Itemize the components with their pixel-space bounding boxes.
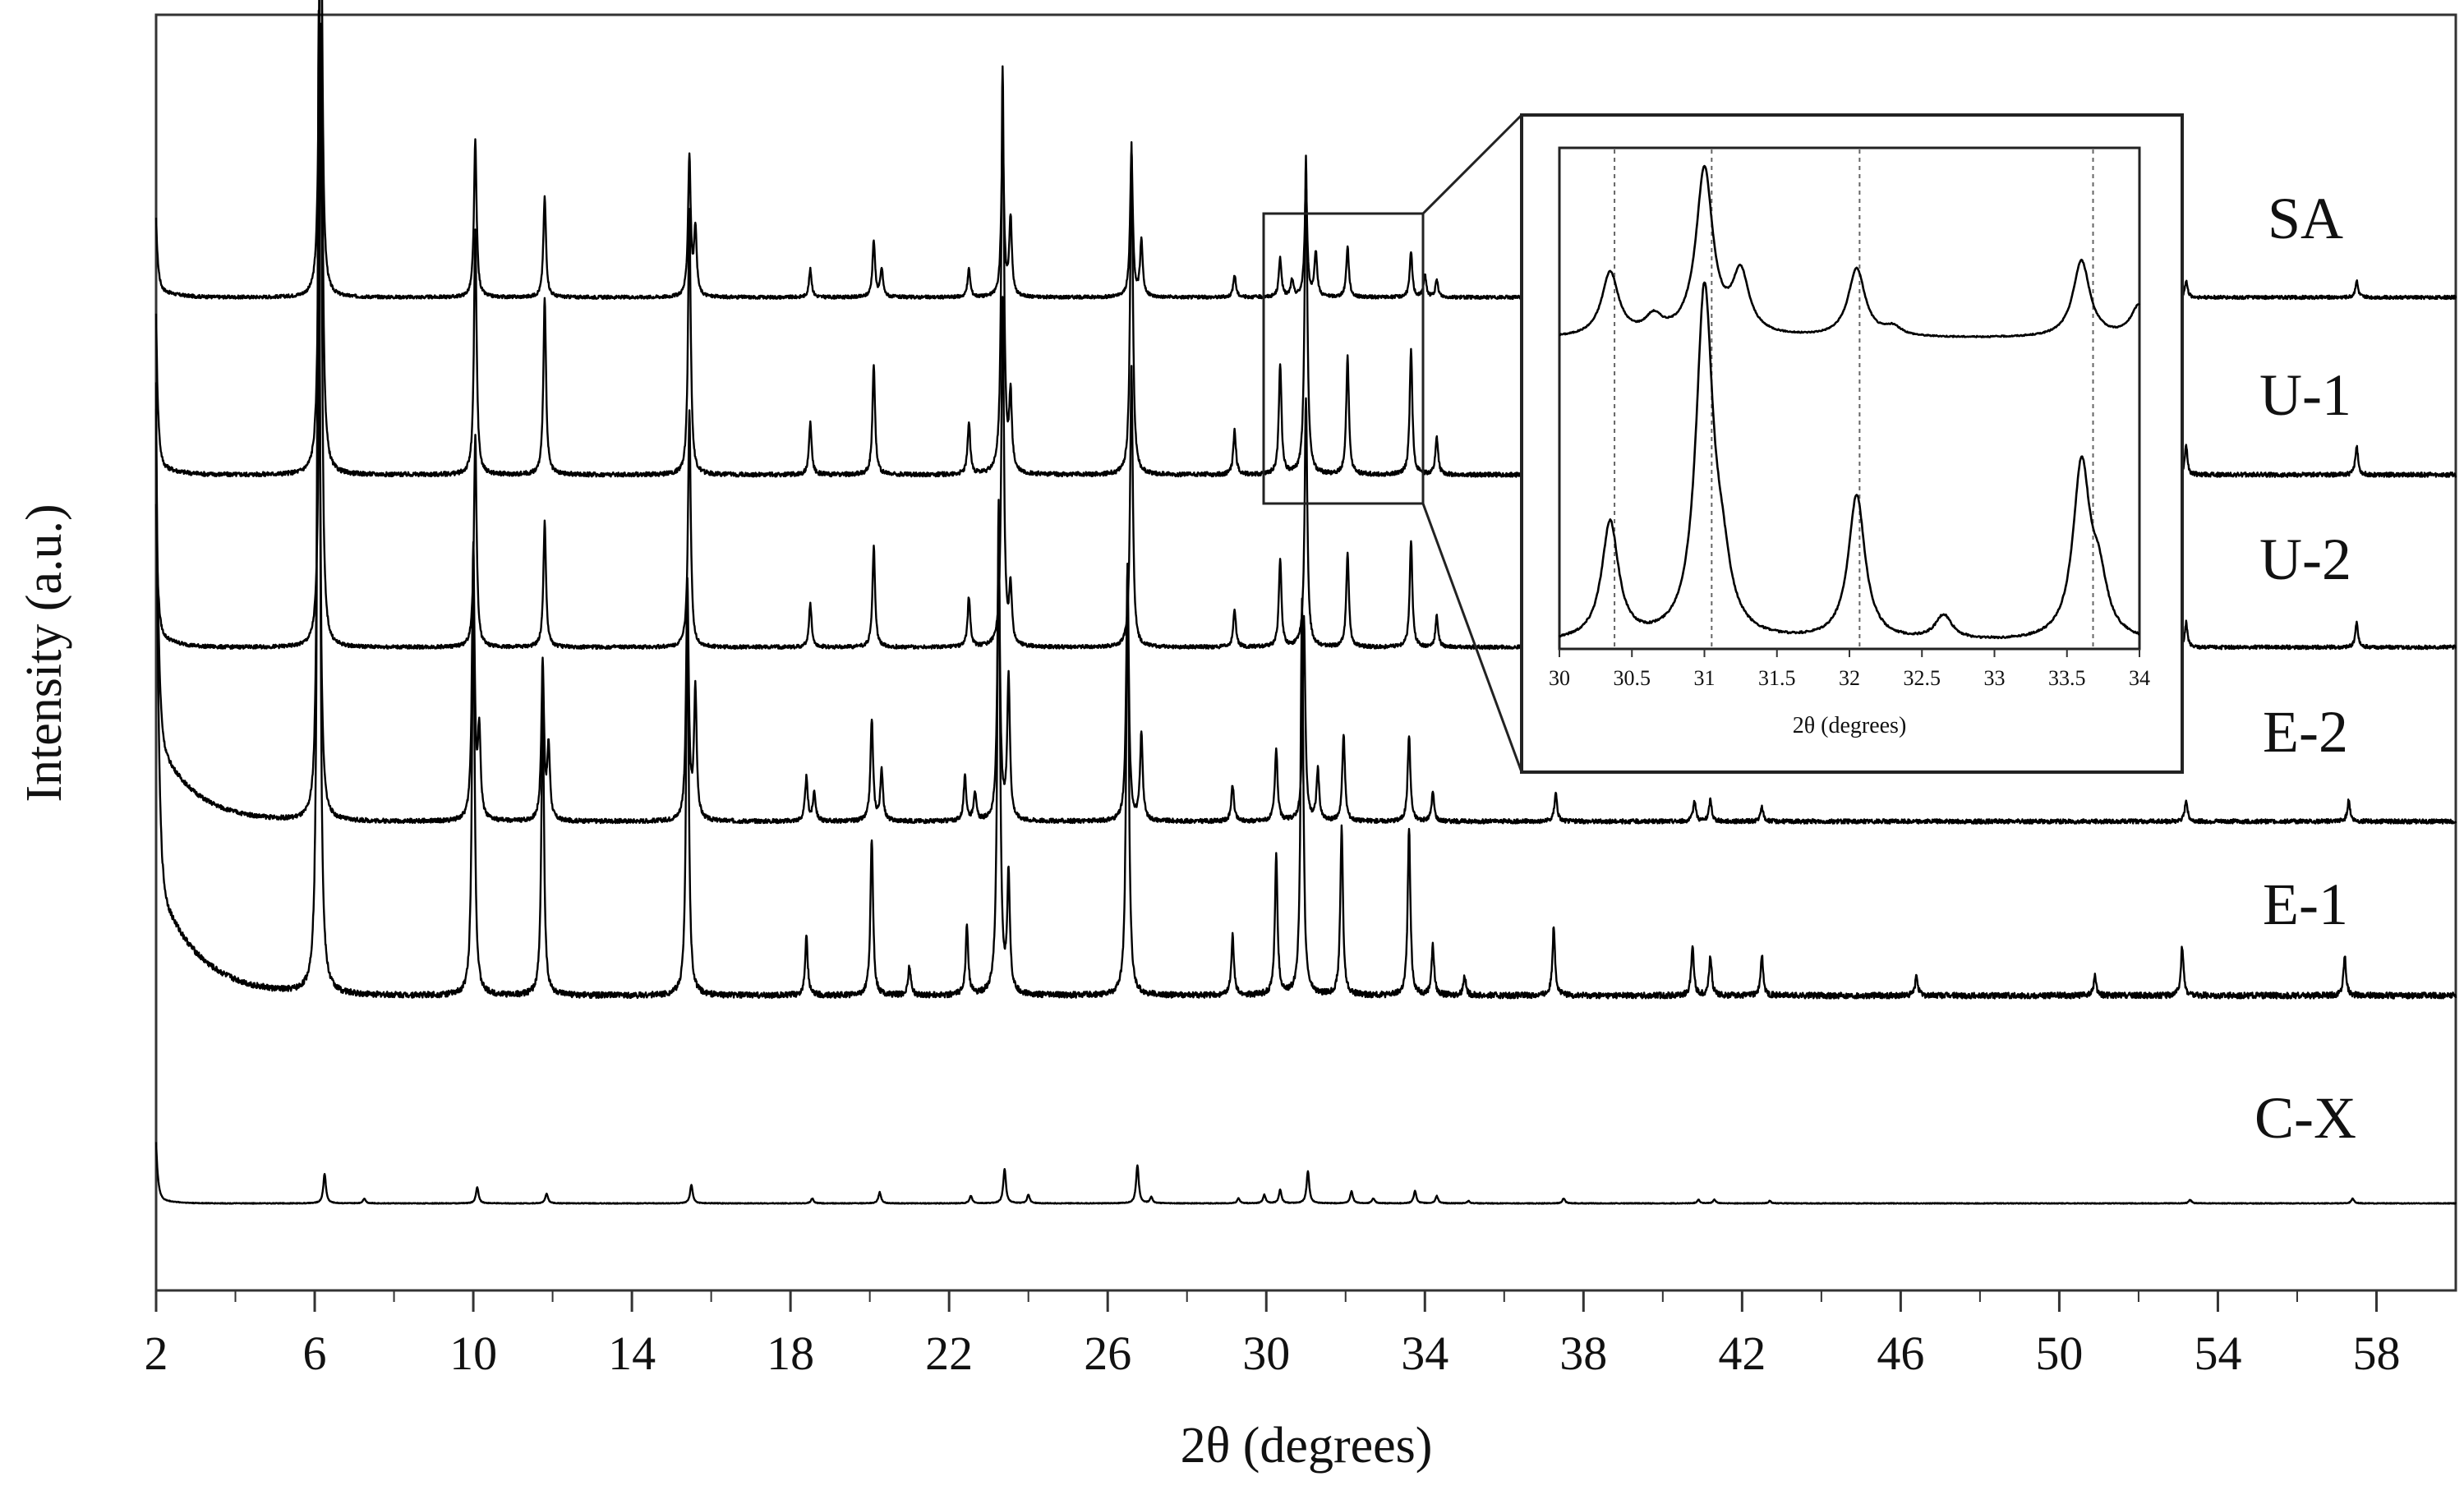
series-label-u-1: U-1 bbox=[2259, 362, 2351, 428]
x-tick-label: 42 bbox=[1718, 1327, 1766, 1380]
x-axis-label: 2θ (degrees) bbox=[1181, 1418, 1433, 1474]
x-tick-label: 50 bbox=[2035, 1327, 2083, 1380]
zoom-connector-bottom bbox=[1421, 503, 1523, 773]
x-tick-label: 26 bbox=[1084, 1327, 1131, 1380]
series-label-c-x: C-X bbox=[2254, 1085, 2356, 1151]
x-tick-label: 10 bbox=[449, 1327, 497, 1380]
x-tick-label: 30 bbox=[1242, 1327, 1290, 1380]
inset-x-tick-label: 33.5 bbox=[2048, 666, 2086, 690]
inset-x-tick-label: 33 bbox=[1984, 666, 2006, 690]
inset-chart: 30 30.5 31 31.5 32 32.5 33 33.5 34 2θ (degrees) bbox=[1520, 113, 2184, 774]
series-line-c-x bbox=[154, 1142, 2457, 1205]
x-tick-label: 2 bbox=[145, 1327, 168, 1380]
x-tick-label: 34 bbox=[1401, 1327, 1448, 1380]
inset-panel bbox=[1520, 113, 2184, 774]
series-label-e-1: E-1 bbox=[2263, 872, 2348, 937]
x-tick-label: 54 bbox=[2194, 1327, 2241, 1380]
inset-x-tick-label: 30 bbox=[1549, 666, 1570, 690]
inset-x-tick-label: 31 bbox=[1694, 666, 1716, 690]
inset-x-tick-label: 34 bbox=[2129, 666, 2150, 690]
inset-x-tick-label: 30.5 bbox=[1614, 666, 1651, 690]
series-label-e-2: E-2 bbox=[2263, 699, 2348, 765]
x-tick-label: 18 bbox=[767, 1327, 814, 1380]
zoom-connector-top bbox=[1421, 113, 1523, 215]
inset-x-tick-label: 32.5 bbox=[1904, 666, 1941, 690]
x-tick-label: 6 bbox=[303, 1327, 327, 1380]
inset-x-axis-label: 2θ (degrees) bbox=[1793, 713, 1907, 738]
series-label-u-2: U-2 bbox=[2259, 527, 2351, 592]
series-line-e-1 bbox=[154, 9, 2457, 1000]
series-labels: SA U-1 U-2 E-2 E-1 C-X bbox=[2254, 186, 2356, 1151]
inset-series-line bbox=[1558, 281, 2140, 640]
series-line-e-2 bbox=[154, 96, 2457, 825]
y-axis-label: Intensity (a.u.) bbox=[16, 504, 72, 802]
inset-x-tick-label: 32 bbox=[1839, 666, 1860, 690]
x-axis: 2 6 10 14 18 22 26 30 34 38 42 46 50 54 58 bbox=[145, 1290, 2400, 1380]
inset-x-axis: 30 30.5 31 31.5 32 32.5 33 33.5 34 bbox=[1549, 649, 2150, 690]
plot-frame bbox=[154, 13, 2457, 1292]
x-tick-label: 46 bbox=[1877, 1327, 1924, 1380]
inset-curves bbox=[1558, 164, 2141, 640]
x-tick-label: 38 bbox=[1559, 1327, 1607, 1380]
series-label-sa: SA bbox=[2268, 186, 2343, 251]
x-tick-label: 14 bbox=[608, 1327, 656, 1380]
x-tick-label: 58 bbox=[2352, 1327, 2400, 1380]
inset-series-line bbox=[1559, 164, 2141, 338]
zoom-window-box bbox=[1262, 212, 1425, 505]
x-tick-label: 22 bbox=[925, 1327, 973, 1380]
inset-x-tick-label: 31.5 bbox=[1758, 666, 1796, 690]
